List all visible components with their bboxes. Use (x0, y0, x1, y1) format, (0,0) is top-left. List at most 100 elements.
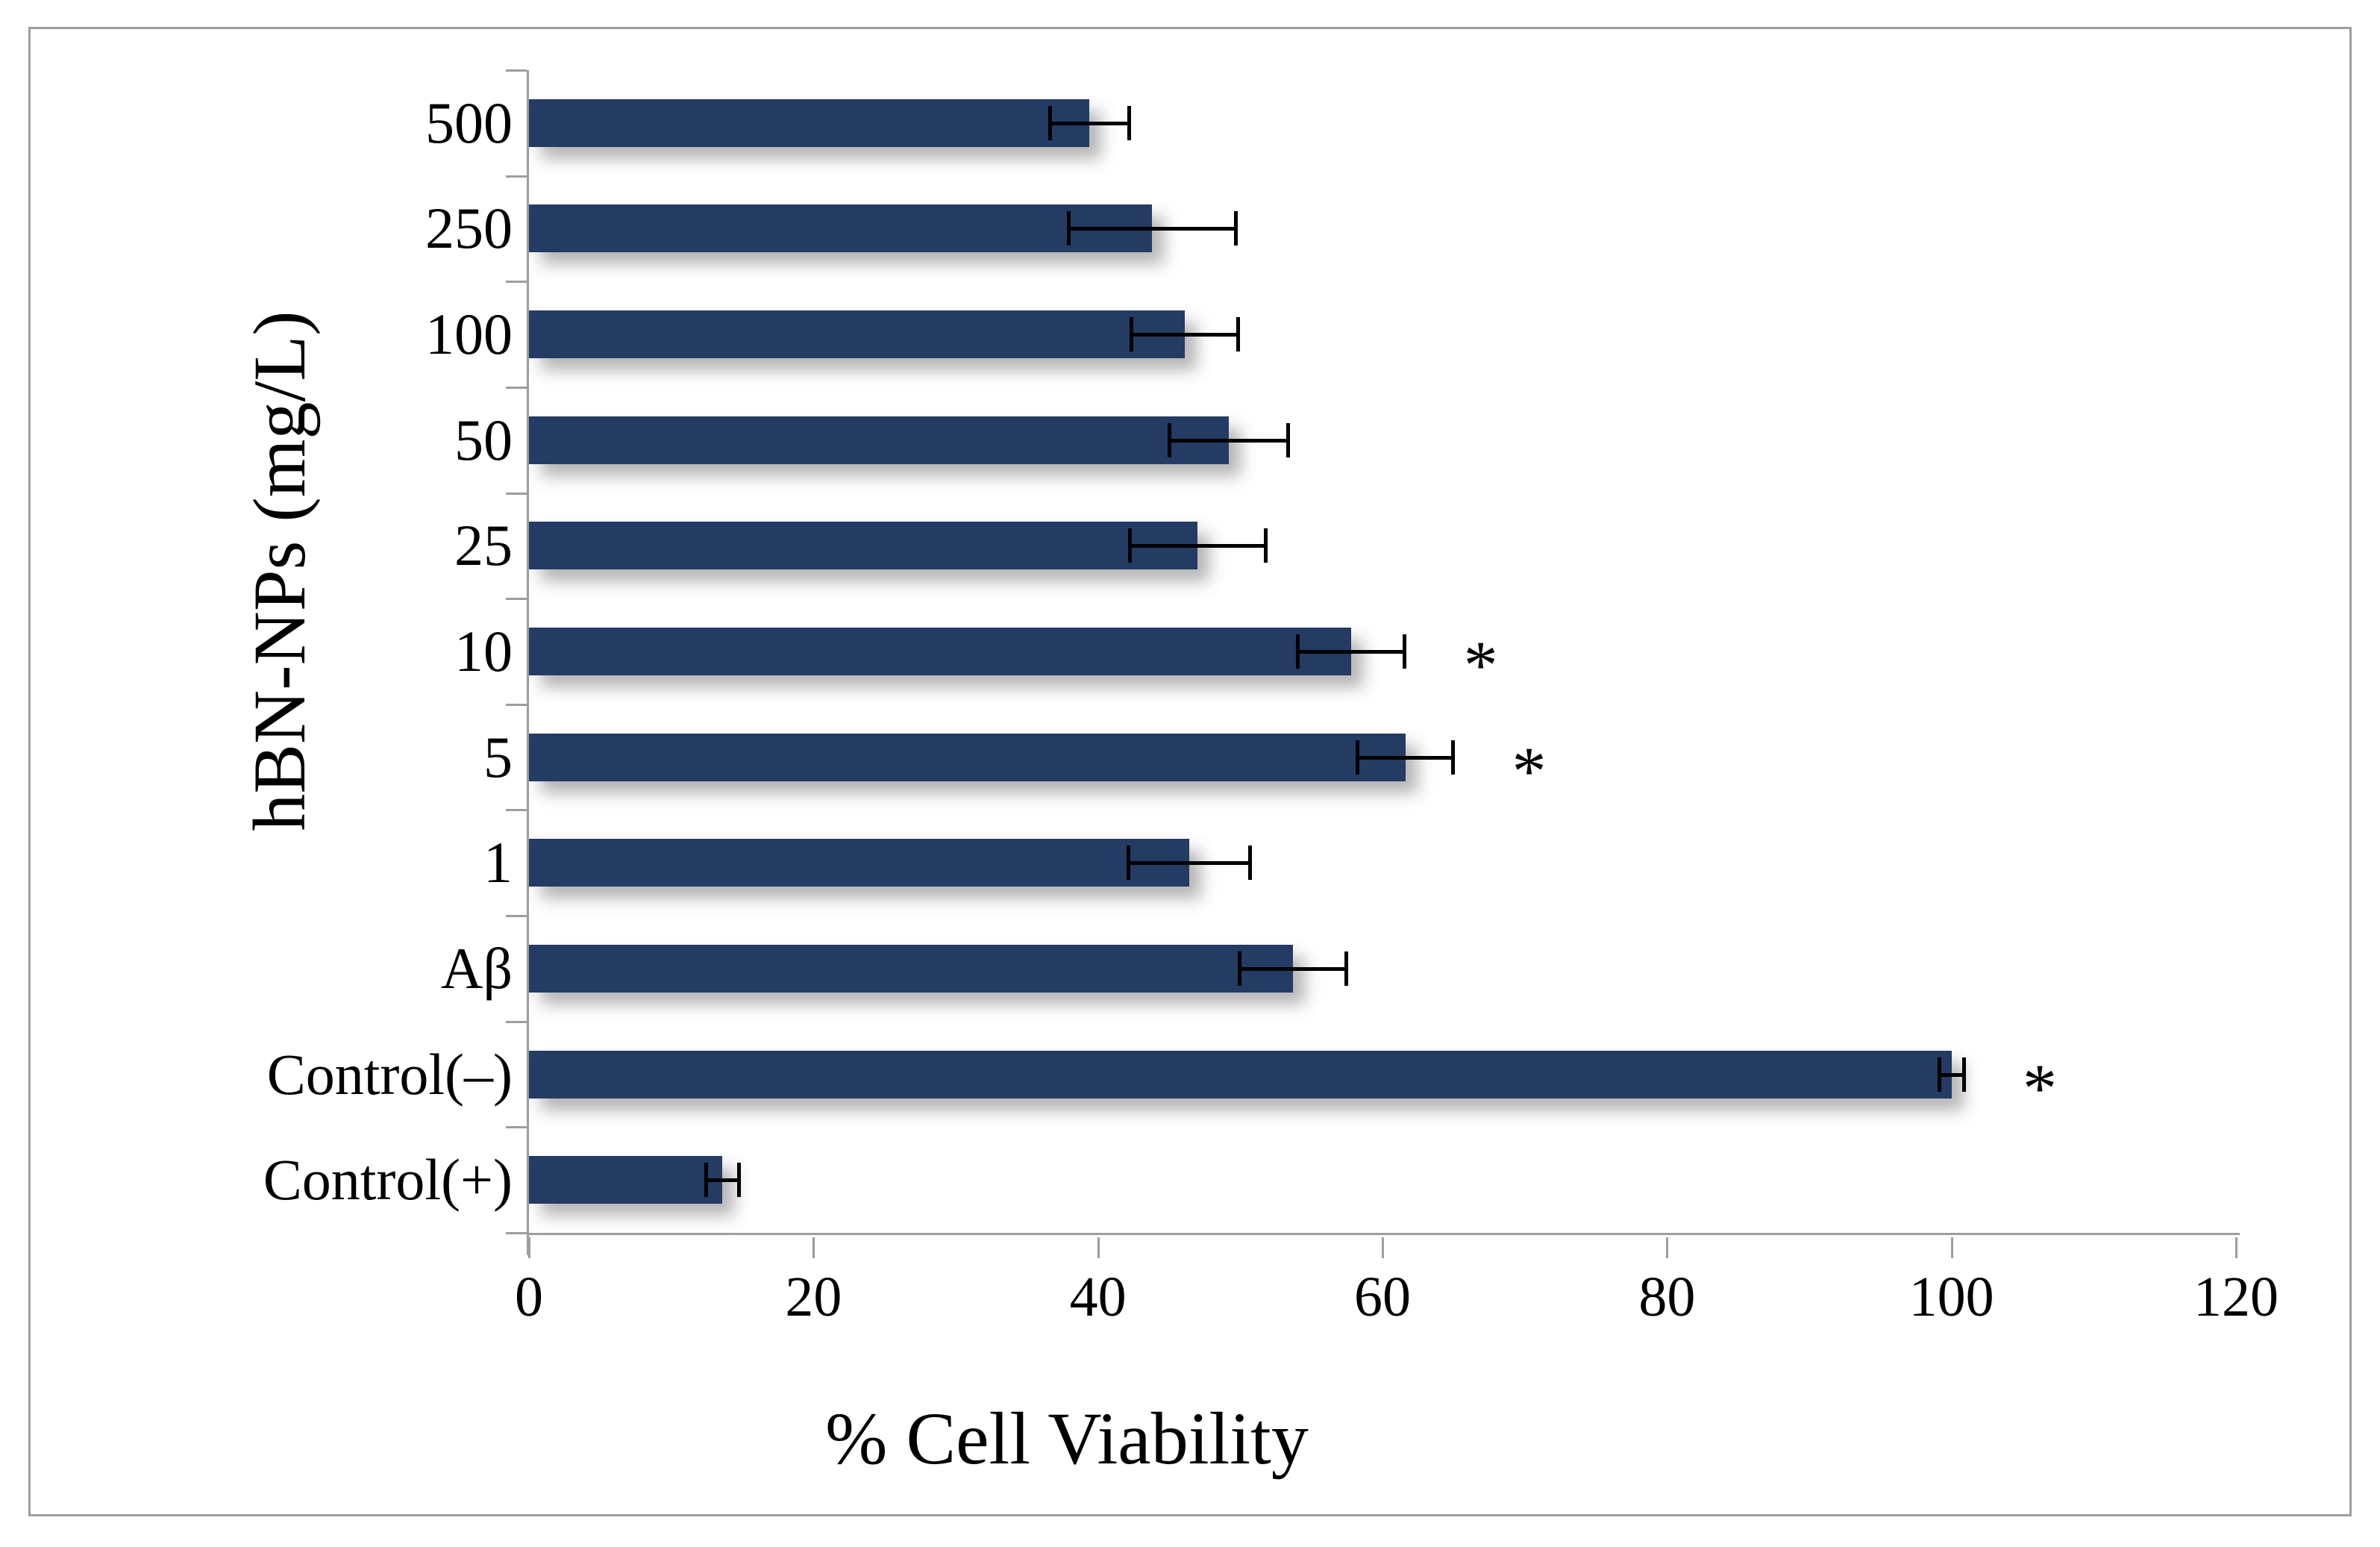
error-line (704, 1178, 742, 1183)
error-cap-right (1233, 211, 1238, 246)
x-tick-label: 60 (1354, 1266, 1411, 1328)
x-tick-label: 120 (2193, 1266, 2279, 1328)
x-tick-label: 80 (1638, 1266, 1696, 1328)
category-label: 10 (454, 619, 513, 684)
bar (529, 839, 1189, 887)
x-tick-label: 40 (1069, 1266, 1127, 1328)
error-cap-right (737, 1163, 742, 1198)
error-line (1066, 227, 1238, 231)
x-tick (528, 1237, 530, 1258)
bar-row: Aβ (441, 916, 2236, 1022)
error-cap-right (1286, 422, 1291, 457)
bar (529, 1050, 1952, 1098)
category-label: Aβ (440, 935, 513, 1001)
y-tick (506, 492, 527, 495)
x-tick (1950, 1237, 1953, 1258)
error-cap-right (1451, 740, 1456, 775)
bar (529, 628, 1352, 676)
error-line (1168, 438, 1291, 443)
category-label: 25 (454, 513, 513, 578)
error-cap-right (1344, 951, 1349, 986)
error-bar (1126, 846, 1252, 881)
bar-row: 50 (454, 387, 2236, 493)
bar (529, 733, 1406, 781)
error-cap-right (1236, 317, 1241, 352)
y-tick (506, 1232, 527, 1234)
bar (529, 522, 1198, 570)
y-axis-ticks (506, 69, 527, 1234)
error-line (1355, 755, 1456, 760)
error-bar (1168, 422, 1291, 457)
error-line (1129, 333, 1241, 337)
significance-marker: * (2023, 1049, 2057, 1126)
error-line (1237, 966, 1349, 971)
x-tick (1097, 1237, 1100, 1258)
error-cap-right (1263, 528, 1268, 563)
y-axis-title: hBN-NPs (mg/L) (238, 310, 321, 831)
error-line (1126, 861, 1252, 866)
bar (529, 204, 1153, 253)
y-tick (506, 598, 527, 601)
category-label: 5 (483, 724, 513, 790)
y-tick (506, 1126, 527, 1129)
bar (529, 310, 1185, 359)
error-bar (1355, 740, 1456, 775)
y-tick (506, 281, 527, 284)
bar (529, 99, 1090, 147)
y-tick (506, 809, 527, 812)
category-label: 100 (425, 301, 513, 367)
bar-row: Control(–) * (267, 1022, 2236, 1128)
x-axis-title: % Cell Viability (825, 1397, 1309, 1480)
category-label: 50 (454, 407, 513, 472)
y-tick (506, 386, 527, 389)
error-line (1127, 544, 1268, 549)
error-bar (1295, 634, 1407, 669)
bar-row: 100 (425, 281, 2236, 387)
error-cap-right (1403, 634, 1407, 669)
x-tick-label: 100 (1908, 1266, 1994, 1328)
x-tick (2235, 1237, 2237, 1258)
category-label: 250 (425, 196, 513, 261)
error-bar (1129, 317, 1241, 352)
x-tick-label: 0 (515, 1266, 543, 1328)
bar (529, 416, 1230, 464)
y-tick (506, 175, 527, 178)
x-tick (812, 1237, 815, 1258)
error-cap-right (1961, 1057, 1966, 1092)
bar (529, 1156, 723, 1204)
error-bar (704, 1163, 742, 1198)
bar-row: 500 (425, 70, 2236, 176)
y-tick (506, 915, 527, 918)
x-tick (1666, 1237, 1669, 1258)
y-tick (506, 1020, 527, 1023)
y-tick (506, 703, 527, 706)
bar-row: 5 * (483, 704, 2236, 810)
error-bar (1047, 105, 1131, 140)
category-label: Control(–) (266, 1041, 513, 1107)
y-axis-line (527, 70, 529, 1255)
category-label: 500 (425, 90, 513, 155)
bar-row: 1 (483, 810, 2236, 916)
bar-row: 10 * (454, 599, 2236, 704)
error-bar (1937, 1057, 1966, 1092)
significance-marker: * (1463, 627, 1498, 704)
error-bar (1237, 951, 1349, 986)
x-axis-line (527, 1233, 2240, 1235)
bar-row: 250 (425, 176, 2236, 282)
x-tick-label: 20 (785, 1266, 842, 1328)
error-cap-right (1127, 105, 1131, 140)
error-bar (1066, 211, 1238, 246)
significance-marker: * (1512, 732, 1547, 809)
bar-row: Control(+) (263, 1127, 2236, 1233)
y-tick (506, 69, 527, 72)
error-cap-right (1247, 846, 1252, 881)
category-label: Control(+) (263, 1147, 513, 1213)
error-bar (1127, 528, 1268, 563)
plot-area: 500 250 100 50 25 10 * 5 * 1 Aβ Control(–) * Control(… (263, 70, 2236, 1233)
x-tick (1382, 1237, 1384, 1258)
error-line (1047, 121, 1131, 125)
bar (529, 944, 1293, 993)
category-label: 1 (483, 830, 513, 896)
error-line (1295, 650, 1407, 654)
bar-row: 25 (454, 493, 2236, 599)
